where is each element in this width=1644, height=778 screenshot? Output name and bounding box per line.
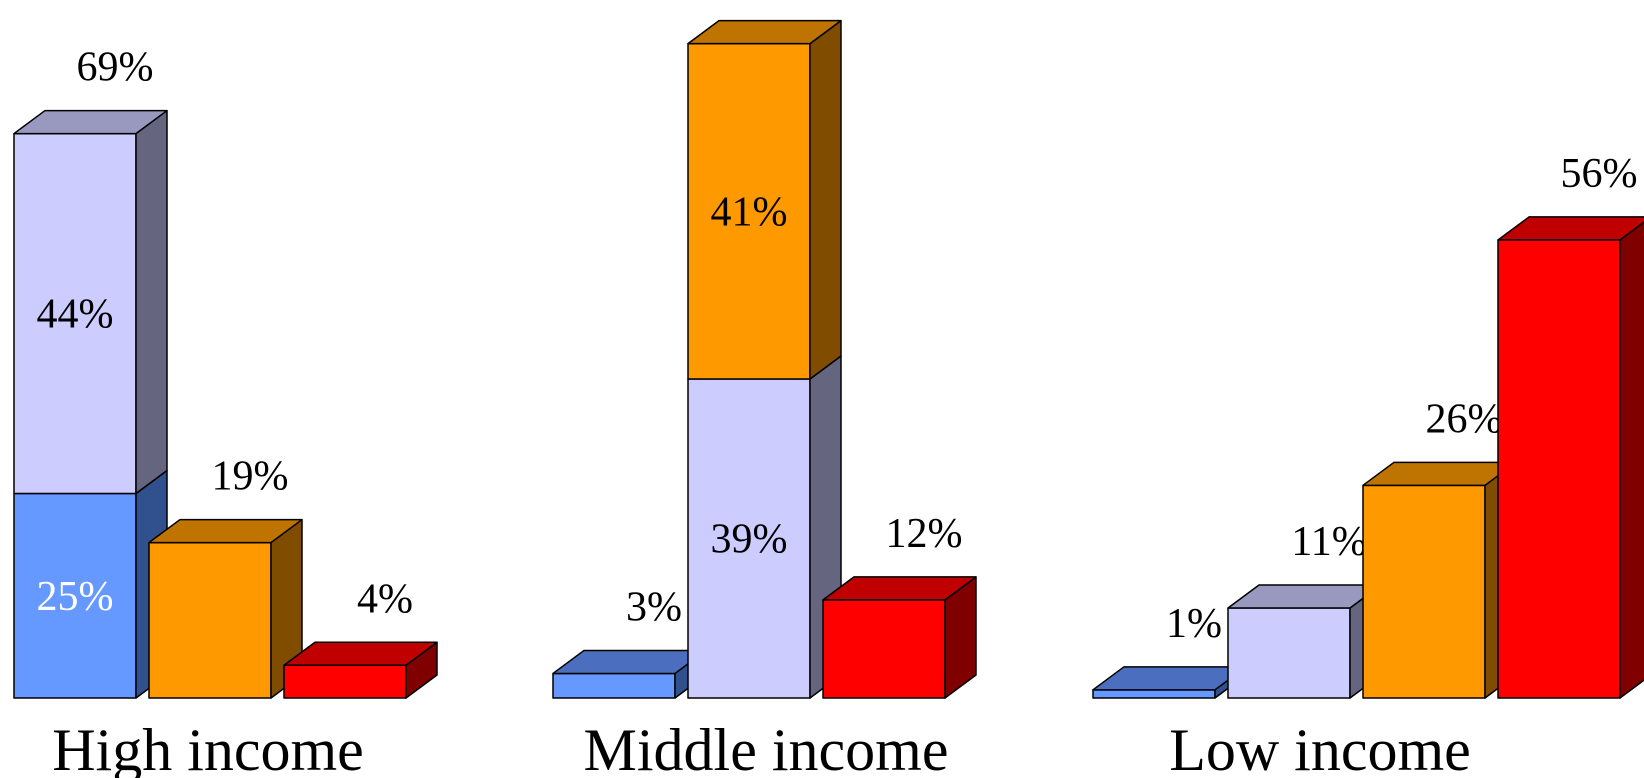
group-label: High income	[52, 717, 364, 778]
bar-total-label: 3%	[626, 584, 682, 630]
bar-front-face	[822, 599, 946, 699]
bar-front-face	[1092, 689, 1216, 699]
bar-top-face	[13, 109, 168, 135]
segment-value-label: 44%	[37, 292, 114, 338]
bar-high-income-3: 4%	[283, 576, 438, 699]
bar-segment-lavender: 39%	[687, 355, 842, 699]
bar-segment-red	[1497, 216, 1644, 699]
bar-segment-red	[822, 576, 977, 699]
bar-front-face	[13, 132, 137, 495]
bar-total-label: 19%	[212, 454, 289, 500]
bar-segment-orange	[148, 518, 303, 699]
bar-front-face	[1497, 239, 1621, 699]
bar-front-face	[148, 541, 272, 699]
bar-top-face	[148, 518, 303, 544]
bar-segment-red	[283, 641, 438, 699]
segment-value-label: 41%	[711, 189, 788, 235]
bar-front-face	[1227, 607, 1351, 699]
bar-segment-orange	[1362, 461, 1517, 699]
bar-middle-income-3: 12%	[822, 511, 977, 699]
bar-middle-income-1: 3%	[552, 584, 707, 699]
bar-side-face	[1619, 221, 1644, 699]
bar-low-income-1: 1%	[1092, 601, 1247, 699]
bar-top-face	[687, 19, 842, 45]
bar-segment-lavender: 44%	[13, 109, 168, 495]
bar-segment-orange: 41%	[687, 19, 842, 380]
segment-value-label: 39%	[711, 516, 788, 562]
bar-high-income-1: 25% 44% 69%	[13, 45, 168, 699]
group-label: Low income	[1169, 717, 1471, 778]
bar-front-face	[13, 492, 137, 699]
bar-high-income-2: 19%	[148, 454, 303, 699]
bar-front-face	[687, 42, 811, 380]
bar-top-face	[822, 576, 977, 601]
bar-total-label: 56%	[1561, 151, 1638, 197]
bar-total-label: 26%	[1426, 396, 1503, 442]
bar-segment-blue	[1092, 666, 1247, 699]
bar-top-face	[1497, 216, 1644, 241]
bar-total-label: 1%	[1166, 601, 1222, 647]
bar-front-face	[283, 664, 407, 699]
bar-segment-blue: 25%	[13, 469, 168, 699]
bar-total-label: 4%	[357, 576, 413, 622]
group-middle-income: 3% 39% 41% 80% 12% Middle income	[552, 0, 977, 778]
bar-middle-income-2: 39% 41% 80%	[687, 0, 842, 699]
bar-low-income-2: 11%	[1227, 519, 1382, 699]
bar-front-face	[1362, 484, 1486, 699]
bar-front-face	[552, 672, 676, 699]
bar-total-label: 11%	[1291, 519, 1366, 565]
bar-total-label: 69%	[77, 45, 154, 91]
bar-low-income-4: 56%	[1497, 151, 1644, 699]
segment-value-label: 25%	[37, 574, 114, 620]
bar-segment-lavender	[1227, 584, 1382, 699]
bar-top-face	[283, 641, 438, 667]
bar-segment-blue	[552, 649, 707, 699]
bar-total-label: 80%	[751, 0, 828, 1]
group-low-income: 1% 11% 26% 56% Low income	[1092, 151, 1644, 778]
bar-side-face	[809, 19, 842, 380]
bar-total-label: 12%	[886, 511, 963, 557]
group-label: Middle income	[584, 717, 949, 778]
bar-front-face	[687, 378, 811, 699]
bar-side-face	[135, 109, 168, 495]
bar-low-income-3: 26%	[1362, 396, 1517, 699]
group-high-income: 25% 44% 69% 19% 4% High income	[13, 45, 438, 778]
